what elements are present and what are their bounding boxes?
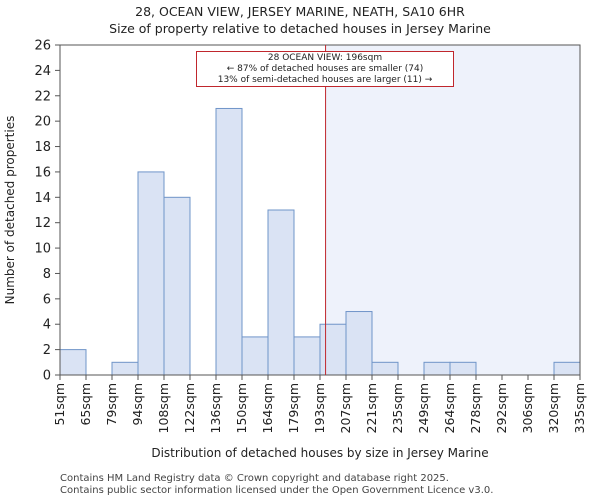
- histogram-bar: [371, 361, 399, 376]
- y-tick-label: 10: [34, 242, 51, 257]
- histogram-bar: [553, 361, 581, 376]
- histogram-bar: [267, 209, 295, 376]
- x-tick-label: 235sqm: [390, 383, 405, 433]
- property-annotation-box: 28 OCEAN VIEW: 196sqm ← 87% of detached …: [196, 51, 454, 87]
- histogram-bar: [449, 361, 477, 376]
- x-tick-label: 136sqm: [208, 383, 223, 433]
- x-tick-label: 221sqm: [364, 383, 379, 433]
- x-tick-label: 51sqm: [52, 383, 67, 426]
- x-tick-label: 122sqm: [182, 383, 197, 433]
- x-axis-label: Distribution of detached houses by size …: [151, 446, 489, 460]
- x-tick-label: 193sqm: [312, 383, 327, 433]
- histogram-bar: [137, 171, 165, 376]
- histogram-bar: [319, 323, 347, 376]
- chart-title: 28, OCEAN VIEW, JERSEY MARINE, NEATH, SA…: [135, 4, 465, 19]
- x-tick-label: 249sqm: [416, 383, 431, 433]
- y-tick-label: 20: [34, 115, 51, 130]
- x-tick-label: 94sqm: [130, 383, 145, 426]
- x-tick-label: 150sqm: [234, 383, 249, 433]
- x-tick-label: 320sqm: [546, 383, 561, 433]
- x-tick-label: 207sqm: [338, 383, 353, 433]
- footer-copyright: Contains HM Land Registry data © Crown c…: [60, 473, 449, 484]
- x-tick-label: 108sqm: [156, 383, 171, 433]
- x-tick-label: 264sqm: [442, 383, 457, 433]
- y-tick-label: 6: [43, 292, 51, 307]
- x-tick-label: 65sqm: [78, 383, 93, 426]
- annotation-line-3: 13% of semi-detached houses are larger (…: [217, 75, 433, 85]
- histogram-bar: [423, 361, 451, 376]
- histogram-bar: [163, 196, 191, 376]
- y-tick-label: 16: [34, 165, 51, 180]
- y-tick-label: 18: [34, 140, 51, 155]
- x-tick-label: 278sqm: [468, 383, 483, 433]
- chart-subtitle: Size of property relative to detached ho…: [109, 21, 491, 36]
- footer-licence: Contains public sector information licen…: [60, 485, 494, 496]
- x-tick-label: 335sqm: [572, 383, 587, 433]
- y-tick-label: 2: [43, 343, 51, 358]
- annotation-line-1: 28 OCEAN VIEW: 196sqm: [267, 53, 383, 63]
- annotation-line-2: ← 87% of detached houses are smaller (74…: [226, 64, 424, 74]
- y-tick-label: 8: [43, 267, 51, 282]
- x-tick-label: 179sqm: [286, 383, 301, 433]
- y-tick-label: 22: [34, 89, 51, 104]
- y-tick-label: 26: [34, 39, 51, 54]
- x-tick-label: 79sqm: [104, 383, 119, 426]
- x-tick-label: 292sqm: [494, 383, 509, 433]
- y-tick-label: 0: [43, 369, 51, 384]
- histogram-bar: [345, 311, 373, 376]
- histogram-bar: [111, 361, 139, 376]
- y-tick-label: 4: [43, 318, 51, 333]
- histogram-bar: [293, 336, 321, 376]
- histogram-bar: [241, 336, 269, 376]
- x-tick-label: 164sqm: [260, 383, 275, 433]
- histogram-bar: [59, 349, 87, 376]
- y-tick-label: 12: [34, 216, 51, 231]
- histogram-bar: [215, 107, 243, 376]
- y-axis-label: Number of detached properties: [3, 115, 17, 305]
- y-tick-label: 24: [34, 64, 51, 79]
- x-tick-label: 306sqm: [520, 383, 535, 433]
- y-tick-label: 14: [34, 191, 51, 206]
